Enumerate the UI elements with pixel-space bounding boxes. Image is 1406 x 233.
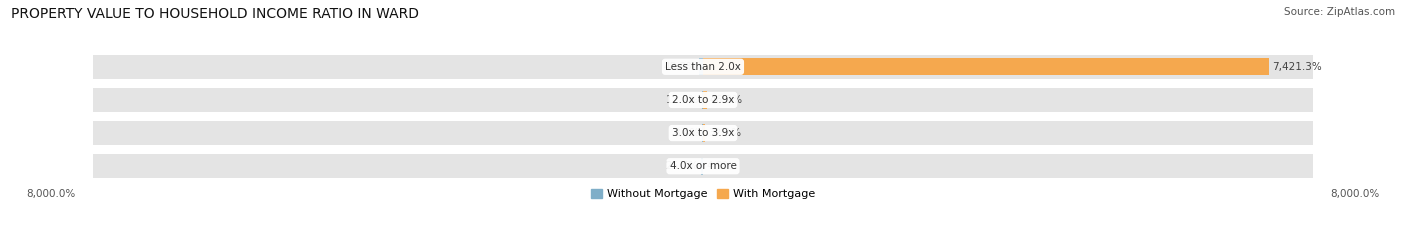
Bar	[703, 124, 706, 142]
Text: 25.7%: 25.7%	[665, 161, 697, 171]
Text: 8.4%: 8.4%	[673, 128, 699, 138]
Text: 32.1%: 32.1%	[709, 128, 741, 138]
Bar	[93, 88, 1313, 112]
Text: 3.0x to 3.9x: 3.0x to 3.9x	[672, 128, 734, 138]
Bar	[703, 91, 707, 109]
Bar	[93, 154, 1313, 178]
Text: 4.9%: 4.9%	[706, 161, 733, 171]
Text: 2.0x to 2.9x: 2.0x to 2.9x	[672, 95, 734, 105]
Bar	[93, 121, 1313, 145]
Text: 7,421.3%: 7,421.3%	[1271, 62, 1322, 72]
Text: 8,000.0%: 8,000.0%	[27, 189, 76, 199]
Bar	[699, 58, 703, 75]
Bar	[703, 58, 1268, 75]
Text: Source: ZipAtlas.com: Source: ZipAtlas.com	[1284, 7, 1395, 17]
Text: 46.2%: 46.2%	[710, 95, 742, 105]
Legend: Without Mortgage, With Mortgage: Without Mortgage, With Mortgage	[586, 184, 820, 203]
Bar	[702, 158, 703, 175]
Text: 17.7%: 17.7%	[665, 95, 699, 105]
Text: 8,000.0%: 8,000.0%	[1330, 189, 1379, 199]
Text: Less than 2.0x: Less than 2.0x	[665, 62, 741, 72]
Bar	[93, 55, 1313, 79]
Text: PROPERTY VALUE TO HOUSEHOLD INCOME RATIO IN WARD: PROPERTY VALUE TO HOUSEHOLD INCOME RATIO…	[11, 7, 419, 21]
Text: 48.2%: 48.2%	[664, 62, 696, 72]
Text: 4.0x or more: 4.0x or more	[669, 161, 737, 171]
